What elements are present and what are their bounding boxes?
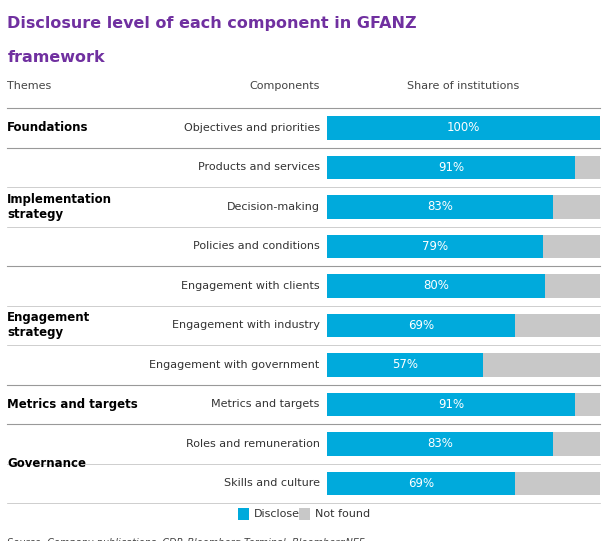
Text: Skills and culture: Skills and culture [224,478,320,489]
Bar [327,156,576,179]
Bar [327,472,515,495]
Text: 69%: 69% [408,319,434,332]
Bar [327,156,600,179]
Text: 91%: 91% [438,161,464,174]
Text: Components: Components [249,81,320,91]
Bar [327,393,576,416]
Bar [327,314,600,337]
Text: 83%: 83% [428,437,453,451]
Text: Engagement with government: Engagement with government [149,360,320,370]
Bar [327,432,600,456]
Text: 80%: 80% [423,279,449,293]
Bar [327,472,600,495]
Bar [327,116,600,140]
Text: 83%: 83% [428,200,453,214]
Text: Roles and remuneration: Roles and remuneration [186,439,320,449]
Text: Objectives and priorities: Objectives and priorities [183,123,320,133]
Text: 57%: 57% [392,358,418,372]
Text: Foundations: Foundations [7,121,89,135]
Text: 100%: 100% [447,121,480,135]
Text: Share of institutions: Share of institutions [407,81,519,91]
Text: Not found: Not found [315,509,370,519]
Bar [327,116,600,140]
Text: 91%: 91% [438,398,464,411]
Text: Themes: Themes [7,81,52,91]
Bar [327,274,545,298]
Text: 79%: 79% [422,240,448,253]
Bar [327,353,482,377]
Bar [327,393,600,416]
Bar [327,195,600,219]
Text: 69%: 69% [408,477,434,490]
Text: Disclosed: Disclosed [255,509,308,519]
Bar [327,274,600,298]
Text: Products and services: Products and services [198,162,320,173]
Bar [327,432,554,456]
Text: Source: Company publications, CDP, Bloomberg Terminal, BloombergNEF.: Source: Company publications, CDP, Bloom… [7,538,367,541]
Text: Engagement with clients: Engagement with clients [181,281,320,291]
Bar [327,353,600,377]
Text: Implementation
strategy: Implementation strategy [7,193,112,221]
Text: Policies and conditions: Policies and conditions [193,241,320,252]
Bar [327,235,600,258]
Text: Engagement
strategy: Engagement strategy [7,312,91,339]
Bar [327,195,554,219]
Bar [327,314,515,337]
Text: framework: framework [7,50,105,65]
Text: Engagement with industry: Engagement with industry [172,320,320,331]
Text: Metrics and targets: Metrics and targets [211,399,320,410]
Text: Disclosure level of each component in GFANZ: Disclosure level of each component in GF… [7,16,417,31]
Bar [327,235,543,258]
Text: Metrics and targets: Metrics and targets [7,398,138,411]
Text: Decision-making: Decision-making [227,202,320,212]
Bar [299,508,310,520]
Text: Governance: Governance [7,457,86,470]
Bar [239,508,250,520]
